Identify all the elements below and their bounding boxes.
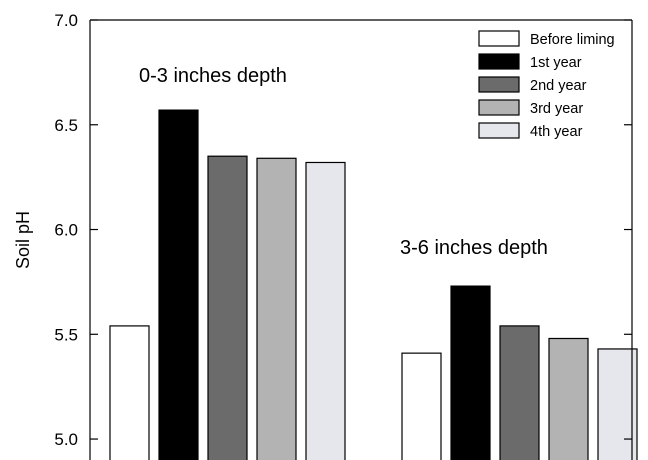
- y-axis-title: Soil pH: [13, 211, 33, 269]
- bar-group1-series1: [109, 325, 150, 460]
- legend-label-1: Before liming: [530, 32, 615, 48]
- bar-group1-series5: [305, 161, 346, 460]
- y-tick-label: 6.0: [54, 221, 78, 240]
- legend-swatch-3: [478, 76, 520, 93]
- group-label-3-6-inches: 3-6 inches depth: [400, 237, 548, 259]
- y-tick-label: 5.5: [54, 325, 78, 344]
- axes: 5.0 5.5 6.0 6.5 7.0 Soil pH: [13, 11, 633, 460]
- legend-label-3: 2nd year: [530, 78, 587, 94]
- legend-label-2: 1st year: [530, 55, 582, 71]
- legend-swatch-4: [478, 99, 520, 116]
- legend-label-5: 4th year: [530, 124, 583, 140]
- group-label-0-3-inches: 0-3 inches depth: [139, 65, 287, 87]
- legend-swatch-1: [478, 30, 520, 47]
- bar-group2-series3: [499, 325, 540, 460]
- bar-group2-series5: [597, 348, 638, 460]
- legend: Before liming 1st year 2nd year 3rd year 4th…: [478, 30, 615, 140]
- bar-group2-series4: [548, 337, 589, 460]
- bar-group1-series4: [256, 157, 297, 460]
- legend-label-4: 3rd year: [530, 101, 583, 117]
- y-tick-label: 5.0: [54, 430, 78, 449]
- bar-group2-series2: [450, 285, 491, 460]
- group-annotations: 0-3 inches depth 3-6 inches depth: [139, 65, 548, 259]
- y-tick-label: 6.5: [54, 116, 78, 135]
- legend-swatch-5: [478, 122, 520, 139]
- y-tick-label: 7.0: [54, 11, 78, 30]
- bars: [109, 109, 638, 460]
- bar-group1-series3: [207, 155, 248, 460]
- legend-swatch-2: [478, 53, 520, 70]
- bar-group1-series2: [158, 109, 199, 460]
- bar-group2-series1: [401, 352, 442, 460]
